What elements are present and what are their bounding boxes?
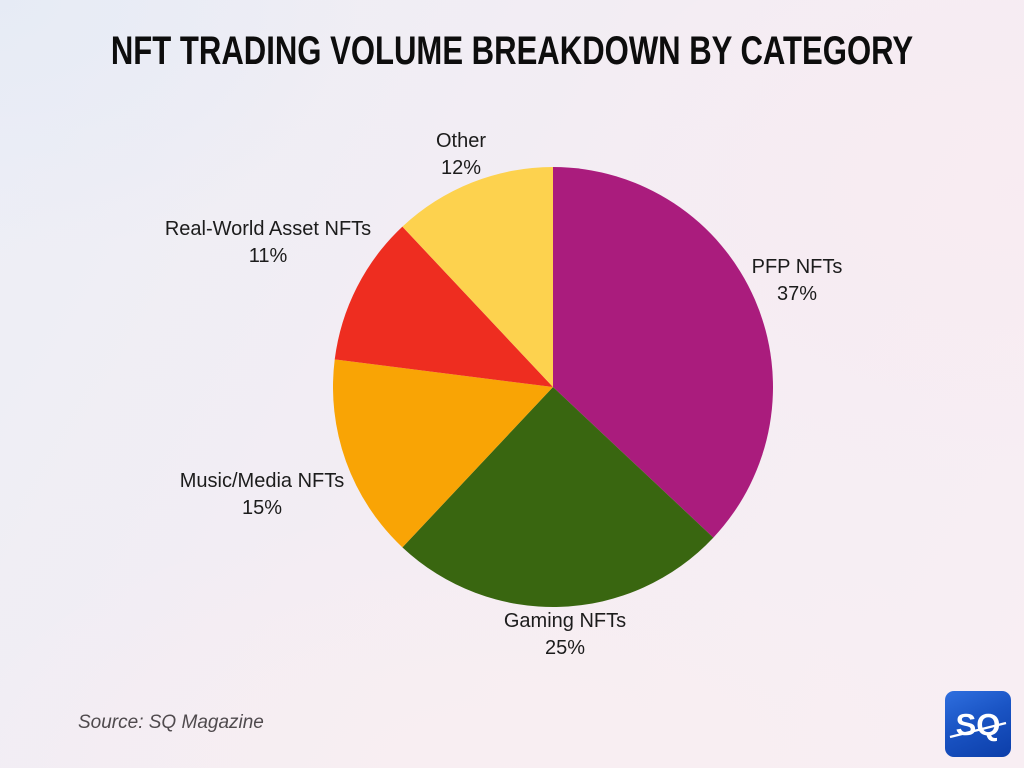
pie-slice-gaming-nfts (402, 387, 714, 607)
slice-label-pct: 37% (776, 283, 818, 305)
slice-label-name: PFP NFTs (751, 256, 843, 278)
slice-label-name: Real-World Asset NFTs (164, 218, 372, 240)
pie-slice-other (402, 167, 553, 387)
sq-magazine-logo: SQ (945, 691, 1011, 757)
slice-label-pct: 11% (248, 245, 288, 267)
pie-svg (333, 167, 773, 607)
sq-logo-graphic: SQ (949, 707, 1007, 742)
slice-label-other: Other 12% (436, 128, 486, 182)
slice-label-gaming-nfts: Gaming NFTs 25% (504, 608, 626, 662)
slice-label-pct: 12% (440, 157, 482, 179)
slice-label-name: Music/Media NFTs (179, 470, 345, 492)
sq-logo-slash (949, 721, 1007, 739)
sq-logo-text: SQ (956, 707, 1001, 742)
slice-label-music-media-nfts: Music/Media NFTs 15% (180, 468, 344, 522)
slice-label-real-world-asset-nfts: Real-World Asset NFTs 11% (165, 216, 371, 270)
source-text: Source: SQ Magazine (78, 712, 264, 733)
pie-slice-music-media-nfts (333, 359, 553, 548)
slice-label-pct: 25% (544, 637, 586, 659)
chart-title: NFT TRADING VOLUME BREAKDOWN BY CATEGORY (110, 28, 914, 73)
slice-label-pct: 15% (241, 497, 283, 519)
slice-label-name: Other (435, 130, 487, 152)
pie-chart (333, 167, 773, 607)
pie-slice-pfp-nfts (553, 167, 773, 538)
pie-slice-real-world-asset-nfts (334, 226, 553, 387)
slice-label-pfp-nfts: PFP NFTs 37% (752, 254, 843, 308)
slice-label-name: Gaming NFTs (503, 610, 627, 632)
